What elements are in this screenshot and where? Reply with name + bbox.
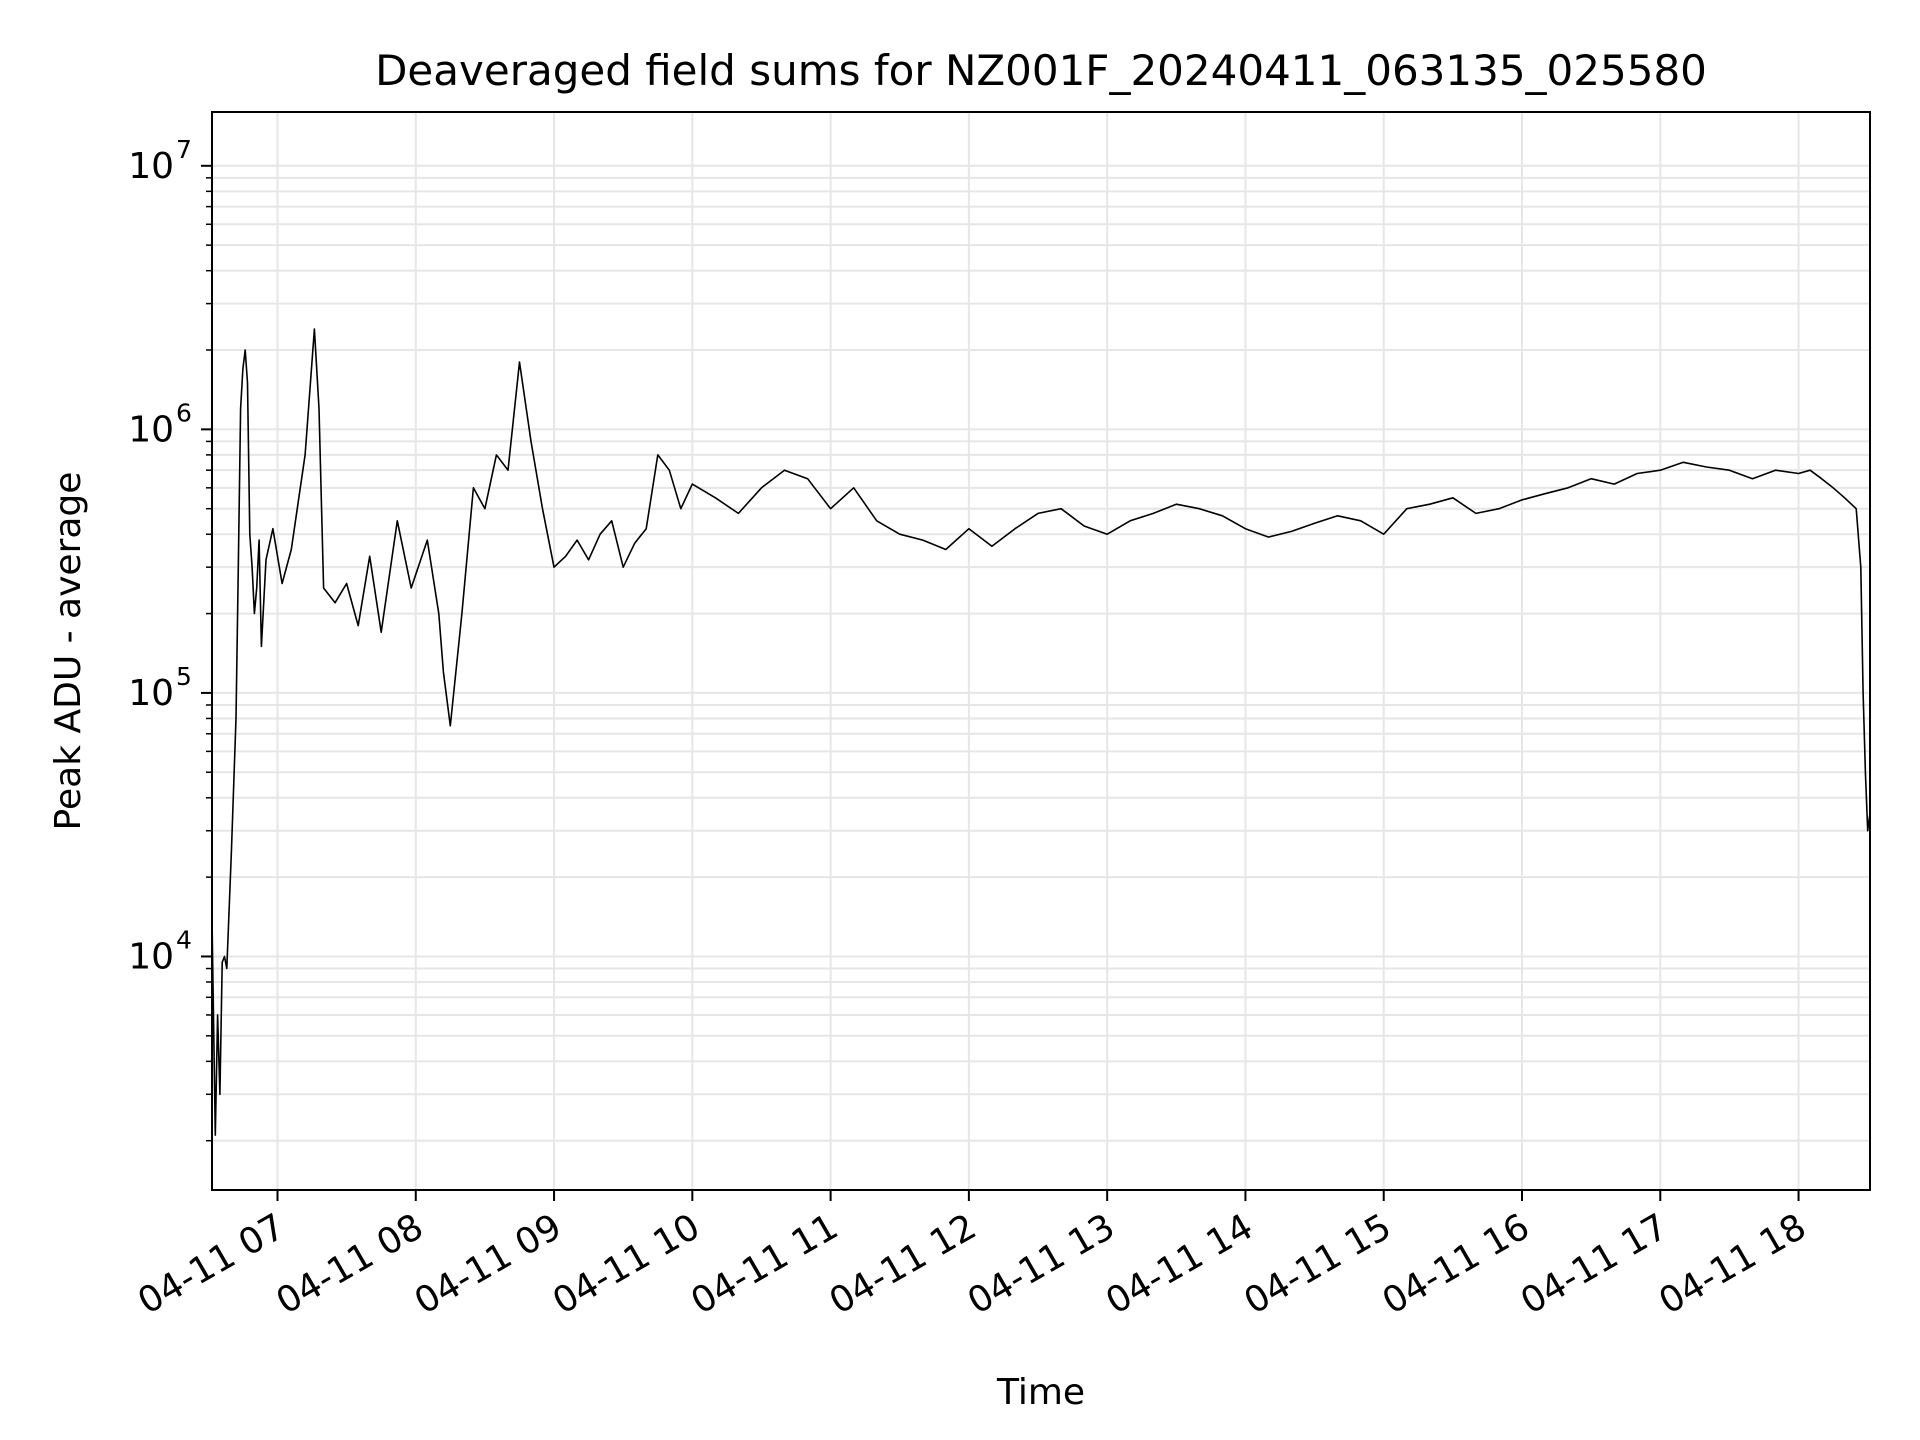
y-tick-exponent: 6: [176, 398, 192, 427]
axes-frame: [211, 111, 1871, 1191]
y-tick-exponent: 4: [176, 925, 192, 954]
y-tick-label: 10: [128, 146, 174, 187]
y-tick-label: 10: [128, 936, 174, 977]
y-tick-label: 10: [128, 409, 174, 450]
chart-title: Deaveraged field sums for NZ001F_2024041…: [375, 46, 1707, 95]
y-tick-label: 10: [128, 673, 174, 714]
grid-lines: [212, 112, 1870, 1190]
y-axis-label: Peak ADU - average: [48, 472, 89, 831]
x-axis-label: Time: [996, 1372, 1085, 1413]
y-tick-exponent: 7: [176, 135, 192, 164]
y-tick-exponent: 5: [176, 662, 192, 691]
data-series: [211, 328, 1871, 1136]
series-line: [211, 328, 1871, 1136]
